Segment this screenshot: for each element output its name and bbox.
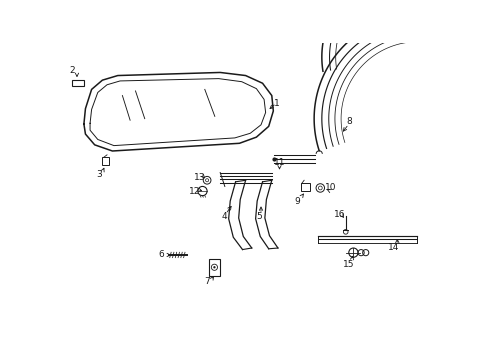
Text: 7: 7 [204,278,209,287]
Bar [71,80,84,86]
Text: 15: 15 [343,261,354,269]
Text: 8: 8 [345,117,351,126]
Text: 3: 3 [96,170,102,179]
Bar [102,157,108,165]
Text: 1: 1 [273,99,279,108]
Text: 4: 4 [221,212,226,221]
Bar [301,183,310,191]
Text: 2: 2 [69,66,75,75]
Bar [208,259,220,276]
Text: 9: 9 [294,197,300,206]
Text: 13: 13 [193,174,205,183]
Text: 12: 12 [189,186,200,195]
Circle shape [213,266,215,269]
Text: 14: 14 [387,243,398,252]
Text: 11: 11 [273,158,285,167]
Text: 16: 16 [333,210,345,219]
Text: 10: 10 [324,184,335,193]
Text: 6: 6 [158,251,163,260]
Text: 5: 5 [255,212,261,221]
